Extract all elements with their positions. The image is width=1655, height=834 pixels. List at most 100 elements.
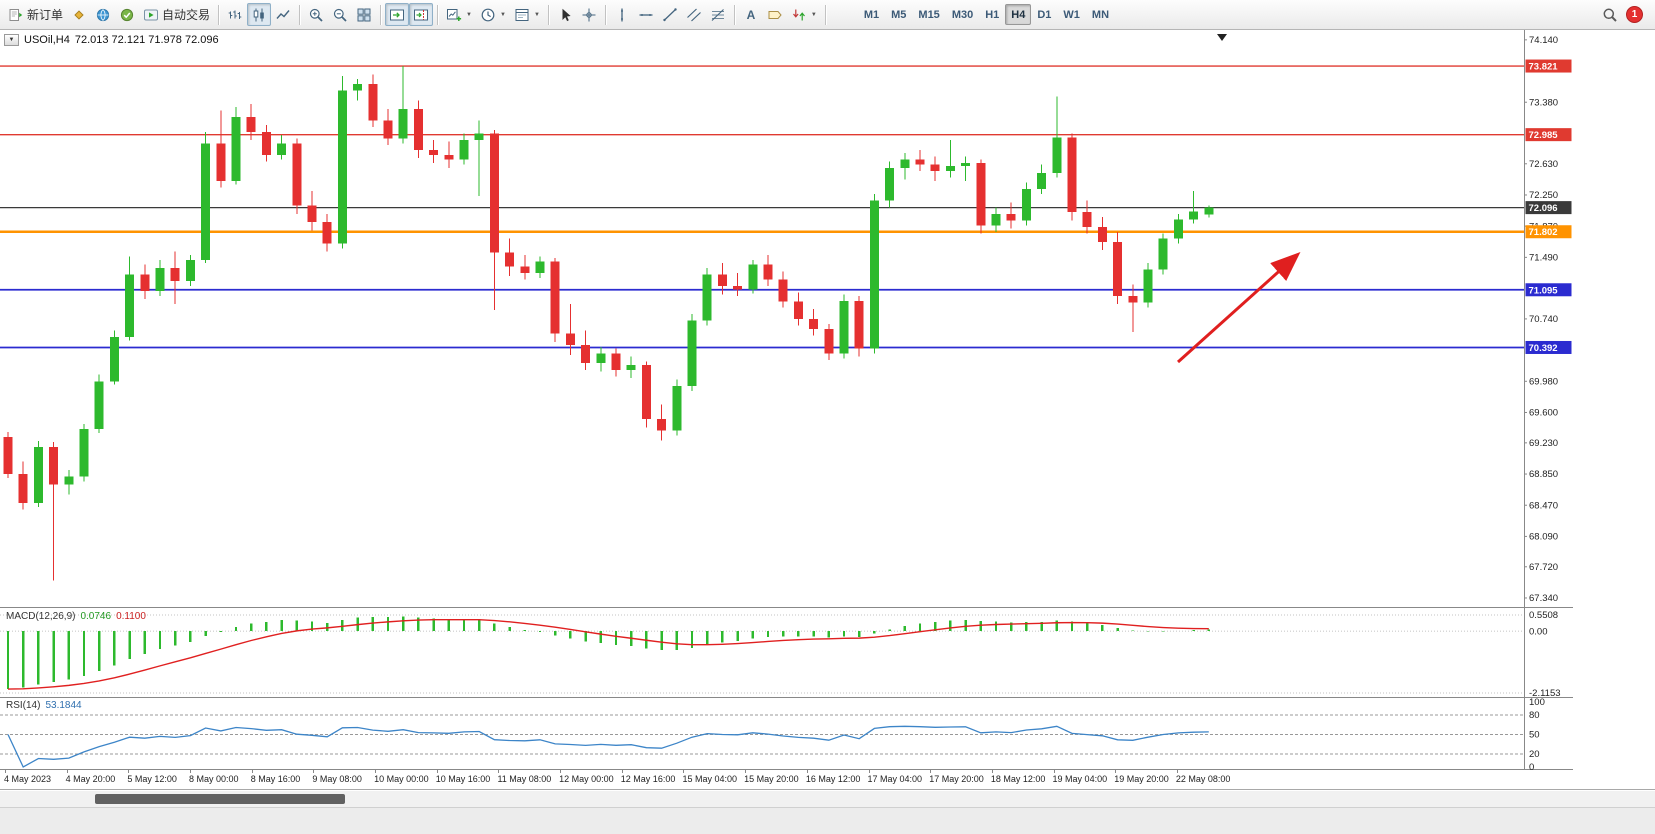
time-tick [621,770,623,773]
time-label: 18 May 12:00 [990,774,1046,784]
zoom-in-button[interactable] [304,3,328,26]
svg-text:69.980: 69.980 [1529,376,1558,387]
price-tag-71.095 [1525,283,1572,297]
new-order-button-label: 新订单 [27,8,64,22]
svg-text:68.090: 68.090 [1529,532,1558,543]
signals-button[interactable] [115,3,139,26]
time-tick [66,770,68,773]
time-label: 15 May 20:00 [744,774,799,784]
crosshair-button[interactable] [577,3,601,26]
time-label: 15 May 04:00 [682,774,738,784]
arrows-tool-icon [791,7,807,23]
line-chart-button[interactable] [271,3,295,26]
time-label: 17 May 04:00 [867,774,923,784]
notification-badge[interactable]: 1 [1626,6,1643,23]
search-button[interactable] [1598,3,1622,26]
macd-histogram-layer [6,616,1211,690]
svg-text:68.850: 68.850 [1529,469,1558,480]
svg-text:0: 0 [1529,762,1534,770]
toolbar-separator [437,4,439,25]
fibonacci-button[interactable] [706,3,730,26]
zoom-out-icon [332,7,348,23]
timeframe-m5-button[interactable]: M5 [891,8,907,21]
toolbar-separator [733,4,735,25]
time-tick [251,770,253,773]
auto-scroll-icon [389,7,405,23]
svg-text:A: A [747,8,756,22]
fibonacci-icon [710,7,726,23]
time-tick [745,770,747,773]
toolbar-separator [299,4,301,25]
time-tick [930,770,932,773]
panel-separators [0,30,1573,770]
time-axis[interactable]: 4 May 2023 4 May 20:00 5 May 12:00 8 May 00… [0,770,1655,790]
arrows-button[interactable]: ▼ [787,3,821,26]
text-label-button[interactable] [763,3,787,26]
order-ticket-icon [8,7,24,23]
new-chart-button[interactable]: ▼ [442,3,476,26]
channel-button[interactable] [682,3,706,26]
candle-chart-button[interactable] [247,3,272,26]
toolbar-separator [604,4,606,25]
candle-chart-icon [251,7,267,23]
zoom-out-button[interactable] [328,3,352,26]
svg-text:0.5508: 0.5508 [1529,610,1558,621]
svg-text:72.250: 72.250 [1529,190,1558,201]
time-tick [1176,770,1178,773]
autotrading-button[interactable]: 自动交易 [139,3,214,26]
timeframe-w1-button[interactable]: W1 [1063,8,1080,21]
time-label: 10 May 16:00 [435,774,491,784]
timeframe-mn-button[interactable]: MN [1091,8,1110,21]
timeframe-m1-button[interactable]: M1 [863,8,880,21]
horizontal-scrollbar [0,791,1655,807]
trendline-button[interactable] [658,3,682,26]
new-chart-icon [446,7,462,23]
text-button[interactable]: A [739,3,763,26]
trend-arrow-annotation[interactable] [1176,251,1301,364]
tile-windows-button[interactable] [352,3,376,26]
svg-text:100: 100 [1529,697,1545,708]
periods-button[interactable]: ▼ [476,3,510,26]
scroll-to-end-marker[interactable] [1217,34,1227,41]
chart-area[interactable]: 74.14073.38072.63072.25071.87071.49070.7… [0,30,1580,770]
chart-collapse-button[interactable]: ▼ [4,34,19,46]
timeframe-m15-button[interactable]: M15 [918,8,940,21]
timeframe-h4-button[interactable]: H4 [1005,4,1032,25]
time-tick [5,770,6,773]
time-tick [190,770,192,773]
templates-button[interactable]: ▼ [510,3,544,26]
time-tick [375,770,377,773]
price-lines-layer [0,65,1524,349]
svg-text:72.985: 72.985 [1529,130,1559,141]
timeframe-d1-button[interactable]: D1 [1037,8,1052,21]
market-button[interactable] [67,3,91,26]
new-order-button[interactable]: 新订单 [4,3,67,26]
timeframe-h1-button[interactable]: H1 [985,8,1000,21]
price-tag-70.392 [1525,340,1572,354]
svg-text:20: 20 [1529,749,1540,760]
time-tick [436,770,438,773]
macd-signal-value: 0.1100 [116,611,146,622]
rsi-value: 53.1844 [45,700,82,711]
svg-text:72.096: 72.096 [1529,203,1558,214]
timeframe-m30-button[interactable]: M30 [951,8,974,21]
chart-shift-button[interactable] [409,3,434,26]
tile-windows-icon [356,7,372,23]
svg-text:67.720: 67.720 [1529,562,1558,573]
time-tick [868,770,870,773]
price-axis[interactable]: 74.14073.38072.63072.25071.87071.49070.7… [1524,35,1572,770]
price-tag-71.802 [1525,225,1572,239]
svg-text:68.470: 68.470 [1529,500,1558,511]
scrollbar-handle[interactable] [95,794,345,804]
rsi-line [7,725,1209,768]
svg-text:67.340: 67.340 [1529,593,1558,604]
bar-chart-button[interactable] [223,3,247,26]
horizontal-line-button[interactable] [634,3,658,26]
vertical-line-button[interactable] [610,3,634,26]
community-button[interactable] [91,3,115,26]
cursor-button[interactable] [553,3,577,26]
auto-scroll-button[interactable] [385,3,410,26]
time-tick [128,770,130,773]
svg-text:69.600: 69.600 [1529,408,1558,419]
svg-text:-2.1153: -2.1153 [1529,688,1561,699]
